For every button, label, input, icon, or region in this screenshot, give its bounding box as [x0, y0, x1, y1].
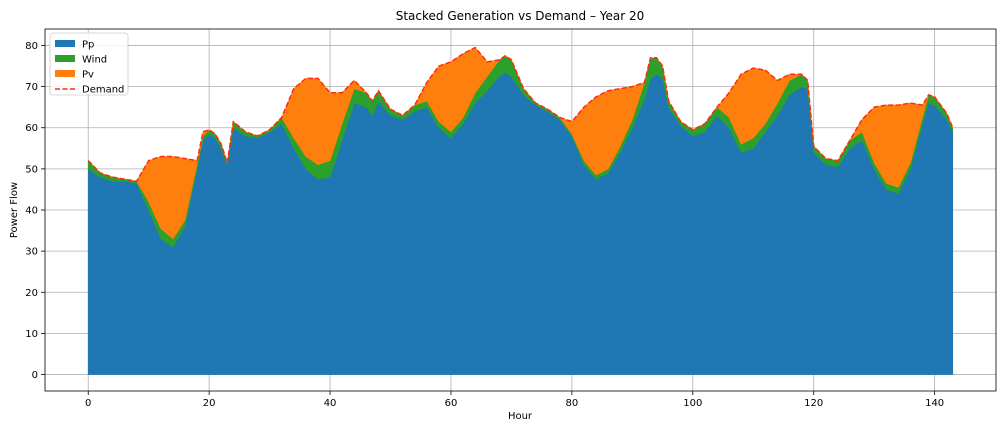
legend-label-pv: Pv — [82, 70, 94, 81]
legend-label-wind: Wind — [82, 55, 107, 66]
legend-swatch-wind — [55, 55, 75, 62]
demand-line — [87, 46, 954, 182]
legend: Pp Wind Pv Demand — [49, 32, 129, 96]
y-axis-ticks: 0 10 20 30 40 50 60 70 80 — [25, 41, 45, 381]
x-tick-label: 60 — [445, 398, 458, 409]
x-tick-label: 140 — [925, 398, 944, 409]
y-tick-label: 80 — [25, 41, 38, 52]
demand-line-group — [87, 46, 954, 182]
y-axis-label: Power Flow — [9, 182, 20, 238]
x-tick-label: 40 — [324, 398, 337, 409]
legend-label-demand: Demand — [82, 85, 124, 96]
legend-swatch-pv — [55, 70, 75, 77]
x-tick-label: 100 — [683, 398, 702, 409]
y-tick-label: 50 — [25, 164, 38, 175]
x-tick-label: 0 — [85, 398, 91, 409]
y-tick-label: 30 — [25, 247, 38, 258]
x-tick-label: 80 — [566, 398, 579, 409]
x-axis-ticks: 0 20 40 60 80 100 120 140 — [85, 391, 944, 409]
stacked-areas — [87, 47, 954, 375]
x-tick-label: 20 — [203, 398, 216, 409]
legend-label-pp: Pp — [82, 40, 94, 51]
y-tick-label: 10 — [25, 329, 38, 340]
x-tick-label: 120 — [804, 398, 823, 409]
y-tick-label: 40 — [25, 206, 38, 217]
y-tick-label: 0 — [32, 370, 38, 381]
chart-title: Stacked Generation vs Demand – Year 20 — [396, 9, 645, 23]
y-tick-label: 70 — [25, 82, 38, 93]
legend-swatch-pp — [55, 40, 75, 47]
y-tick-label: 20 — [25, 288, 38, 299]
y-tick-label: 60 — [25, 123, 38, 134]
x-axis-label: Hour — [508, 411, 533, 422]
legend-box — [49, 32, 129, 96]
